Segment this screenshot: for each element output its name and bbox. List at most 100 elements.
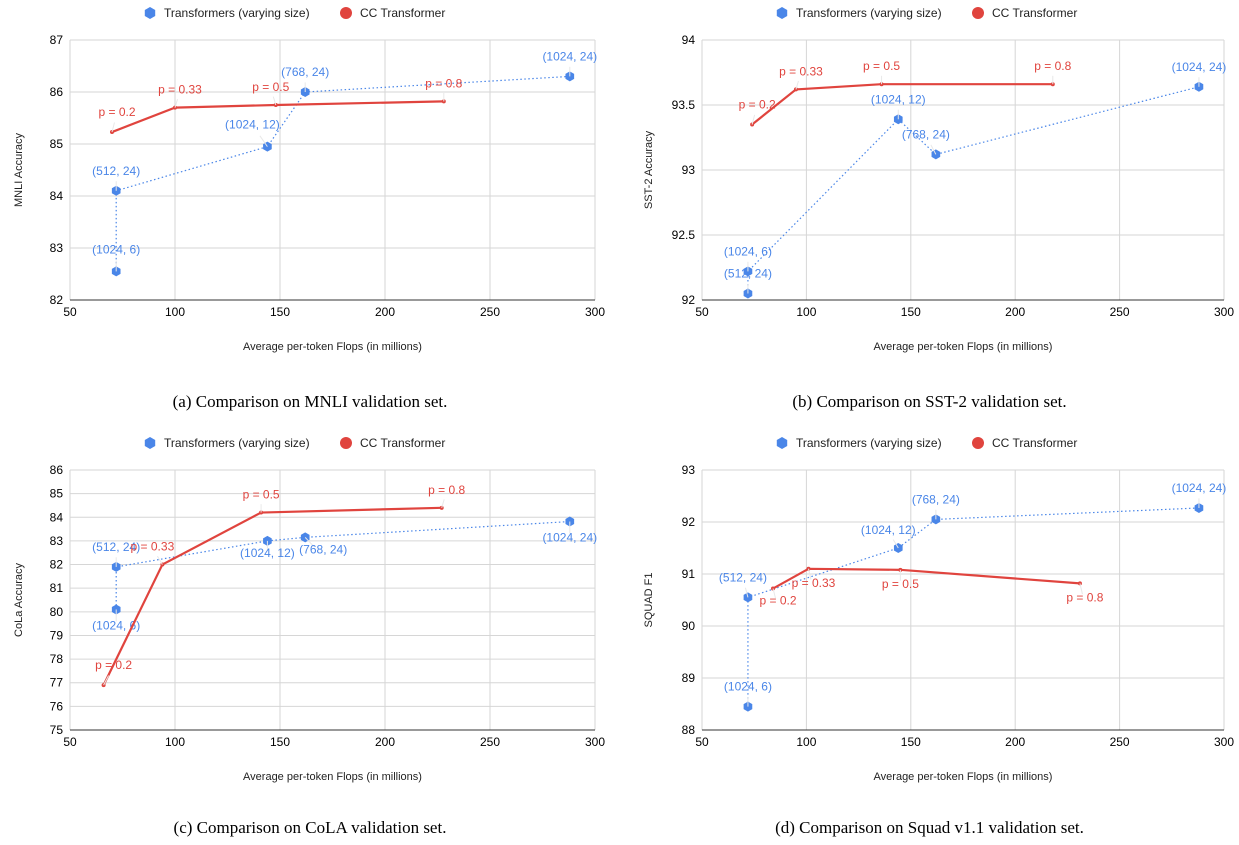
label-leader xyxy=(272,96,277,106)
x-tick-label: 50 xyxy=(695,735,709,749)
cc-point-label: p = 0.8 xyxy=(425,76,462,90)
legend-transformers-icon xyxy=(776,7,788,19)
x-tick-label: 50 xyxy=(63,305,77,319)
legend-cc-icon xyxy=(972,437,984,449)
x-tick-label: 300 xyxy=(1214,735,1234,749)
transformers-point-label: (768, 24) xyxy=(299,542,347,556)
label-leader xyxy=(772,588,776,599)
y-tick-label: 76 xyxy=(50,699,64,713)
x-tick-label: 200 xyxy=(1005,305,1025,319)
label-leader xyxy=(892,539,899,549)
y-tick-label: 87 xyxy=(50,33,64,47)
y-tick-label: 79 xyxy=(50,628,64,642)
y-tick-label: 91 xyxy=(682,567,696,581)
x-tick-label: 300 xyxy=(585,735,605,749)
transformers-point-label: (512, 24) xyxy=(92,540,140,554)
y-tick-label: 77 xyxy=(50,676,64,690)
y-tick-label: 82 xyxy=(50,293,64,307)
legend-cc-icon xyxy=(340,437,352,449)
x-tick-label: 150 xyxy=(901,735,921,749)
label-leader xyxy=(156,555,163,565)
cc-point-label: p = 0.5 xyxy=(863,59,900,73)
cc-point-label: p = 0.2 xyxy=(739,98,776,112)
transformers-series-line xyxy=(747,86,1200,294)
transformers-point-label: (1024, 24) xyxy=(1172,481,1227,495)
cc-point-label: p = 0.5 xyxy=(243,488,280,502)
cc-point-label: p = 0.5 xyxy=(882,577,919,591)
transformers-point-label: (1024, 24) xyxy=(542,531,597,545)
label-leader xyxy=(795,80,799,90)
cc-series-line xyxy=(751,83,1053,126)
x-axis-title: Average per-token Flops (in millions) xyxy=(243,771,422,783)
cc-point-label: p = 0.2 xyxy=(759,594,796,608)
legend-transformers-icon xyxy=(144,7,156,19)
transformers-point xyxy=(1194,502,1204,513)
transformers-point-label: (1024, 12) xyxy=(225,118,280,132)
x-tick-label: 150 xyxy=(270,305,290,319)
x-tick-label: 150 xyxy=(901,305,921,319)
transformers-point-label: (1024, 6) xyxy=(724,680,772,694)
x-tick-label: 100 xyxy=(796,735,816,749)
transformers-point-label: (1024, 24) xyxy=(542,49,597,63)
y-tick-label: 84 xyxy=(50,510,64,524)
label-leader xyxy=(304,537,315,548)
transformers-point-label: (1024, 12) xyxy=(240,546,295,560)
y-tick-label: 84 xyxy=(50,189,64,203)
y-tick-label: 92 xyxy=(682,515,696,529)
x-tick-label: 50 xyxy=(63,735,77,749)
label-leader xyxy=(1079,583,1083,595)
x-tick-label: 200 xyxy=(1005,735,1025,749)
legend-transformers-label: Transformers (varying size) xyxy=(796,436,942,450)
y-tick-label: 75 xyxy=(50,723,64,737)
y-tick-label: 83 xyxy=(50,241,64,255)
caption-c: (c) Comparison on CoLA validation set. xyxy=(173,818,447,837)
y-tick-label: 86 xyxy=(50,85,64,99)
legend-transformers-label: Transformers (varying size) xyxy=(164,436,310,450)
y-tick-label: 80 xyxy=(50,605,64,619)
y-tick-label: 78 xyxy=(50,652,64,666)
x-tick-label: 100 xyxy=(165,735,185,749)
y-tick-label: 81 xyxy=(50,581,64,595)
transformers-point-label: (1024, 6) xyxy=(92,242,140,256)
transformers-point-label: (768, 24) xyxy=(281,65,329,79)
label-leader xyxy=(174,99,178,108)
legend-cc-label: CC Transformer xyxy=(360,436,445,450)
legend-cc-icon xyxy=(972,7,984,19)
x-tick-label: 100 xyxy=(165,305,185,319)
transformers-series-line xyxy=(115,520,570,610)
cc-point-label: p = 0.8 xyxy=(1034,59,1071,73)
label-leader xyxy=(111,122,115,133)
label-leader xyxy=(103,675,110,686)
legend-cc-label: CC Transformer xyxy=(992,436,1077,450)
transformers-point-label: (768, 24) xyxy=(902,127,950,141)
legend-transformers-label: Transformers (varying size) xyxy=(164,6,310,20)
y-tick-label: 83 xyxy=(50,534,64,548)
legend-transformers-icon xyxy=(776,437,788,449)
cc-point-label: p = 0.8 xyxy=(1066,590,1103,604)
x-axis-title: Average per-token Flops (in millions) xyxy=(874,771,1053,783)
transformers-point xyxy=(931,149,941,160)
x-tick-label: 250 xyxy=(1110,735,1130,749)
label-leader xyxy=(744,587,749,598)
caption-d: (d) Comparison on Squad v1.1 validation … xyxy=(775,818,1084,837)
x-tick-label: 250 xyxy=(480,305,500,319)
cc-point-label: p = 0.2 xyxy=(98,105,135,119)
cc-series-line xyxy=(772,567,1081,590)
transformers-point-label: (1024, 12) xyxy=(871,92,926,106)
cc-point-label: p = 0.33 xyxy=(131,540,175,554)
legend-transformers-icon xyxy=(144,437,156,449)
y-tick-label: 88 xyxy=(682,723,696,737)
y-axis-title: SST-2 Accuracy xyxy=(643,130,655,209)
x-tick-label: 200 xyxy=(375,305,395,319)
cc-series-line xyxy=(102,506,442,686)
caption-b: (b) Comparison on SST-2 validation set. xyxy=(792,392,1067,411)
y-tick-label: 92 xyxy=(682,293,696,307)
cc-point-label: p = 0.8 xyxy=(428,483,465,497)
x-tick-label: 150 xyxy=(270,735,290,749)
transformers-point-label: (1024, 12) xyxy=(861,523,916,537)
cc-point-label: p = 0.5 xyxy=(252,80,289,94)
transformers-point xyxy=(743,592,753,603)
y-tick-label: 82 xyxy=(50,558,64,572)
